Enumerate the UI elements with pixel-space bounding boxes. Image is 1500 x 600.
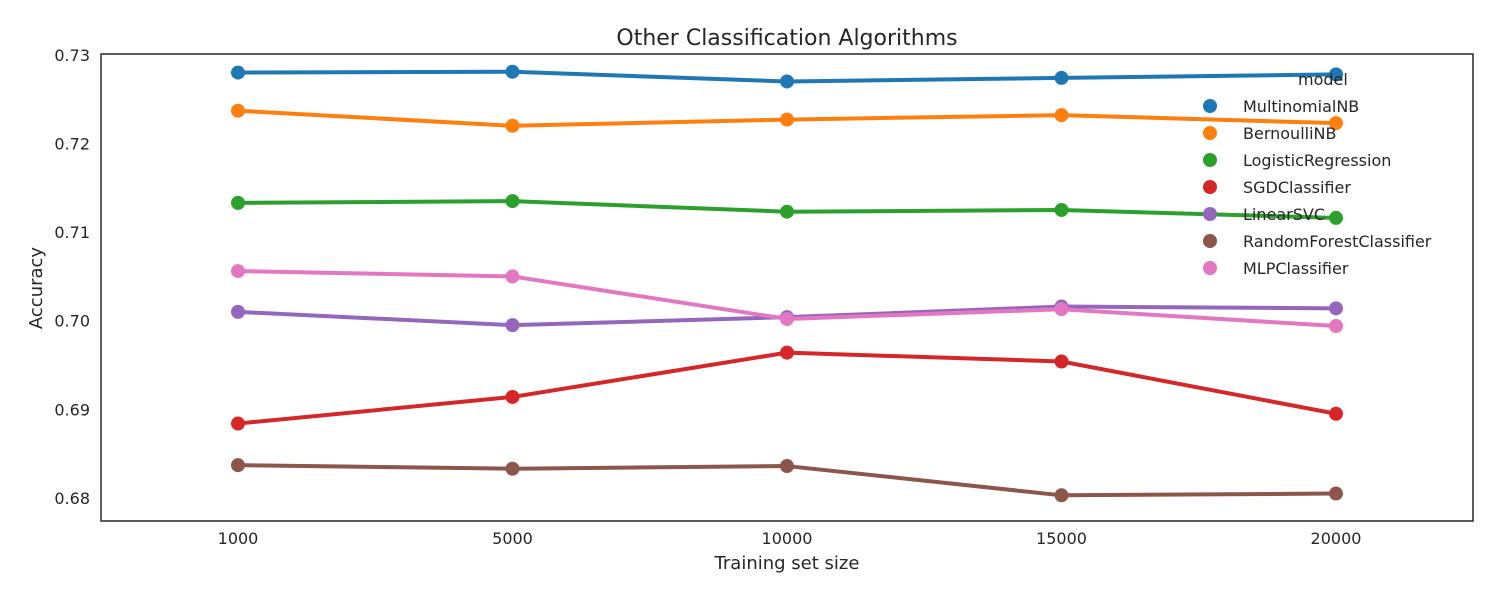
legend-item: SGDClassifier	[1203, 178, 1351, 197]
data-point	[1054, 70, 1069, 85]
y-tick-label: 0.69	[54, 400, 90, 419]
x-tick-label: 10000	[762, 529, 813, 548]
x-axis: 1000 5000 10000 15000 20000	[218, 529, 1362, 548]
data-point	[505, 64, 520, 79]
x-axis-label: Training set size	[714, 553, 860, 574]
x-tick-label: 20000	[1311, 529, 1362, 548]
data-point	[505, 318, 520, 333]
data-point	[1054, 202, 1069, 217]
x-tick-label: 15000	[1036, 529, 1087, 548]
y-axis: 0.68 0.69 0.70 0.71 0.72 0.73	[54, 46, 90, 508]
y-tick-label: 0.72	[54, 135, 90, 154]
legend-item: LinearSVC	[1203, 205, 1325, 224]
legend-title: model	[1298, 70, 1348, 89]
data-point	[780, 459, 794, 474]
legend-item: BernoulliNB	[1203, 124, 1336, 143]
data-point	[1329, 301, 1343, 316]
y-tick-label: 0.71	[54, 223, 90, 242]
data-point	[780, 311, 794, 326]
legend: model MultinomialNB BernoulliNB LogisticRe…	[1203, 70, 1432, 278]
data-point	[1054, 354, 1069, 369]
data-point	[1054, 302, 1069, 317]
data-point	[231, 458, 245, 473]
y-axis-label: Accuracy	[26, 247, 47, 330]
data-point	[231, 416, 245, 431]
data-point	[505, 461, 520, 476]
data-point	[231, 65, 245, 80]
data-point	[231, 264, 245, 279]
legend-label: MultinomialNB	[1243, 97, 1359, 116]
legend-marker	[1203, 180, 1217, 194]
data-point	[780, 74, 794, 89]
legend-marker	[1203, 126, 1217, 140]
data-point	[1054, 108, 1069, 123]
y-tick-label: 0.70	[54, 312, 90, 331]
data-point	[1329, 210, 1343, 225]
plot-area	[100, 53, 1474, 522]
data-point	[231, 195, 245, 210]
y-tick-label: 0.68	[54, 489, 90, 508]
legend-label: LogisticRegression	[1243, 151, 1391, 170]
series-MultinomialNB	[231, 64, 1343, 89]
legend-label: LinearSVC	[1243, 205, 1325, 224]
series-group	[231, 64, 1343, 503]
data-point	[231, 103, 245, 118]
series-RandomForestClassifier	[231, 458, 1343, 503]
legend-item: MultinomialNB	[1203, 97, 1359, 116]
series-BernoulliNB	[231, 103, 1343, 133]
data-point	[1329, 319, 1343, 334]
series-LogisticRegression	[231, 194, 1343, 225]
series-SGDClassifier	[231, 345, 1343, 431]
legend-marker	[1203, 234, 1217, 248]
data-point	[780, 345, 794, 360]
legend-marker	[1203, 261, 1217, 275]
legend-marker	[1203, 99, 1217, 113]
series-line	[236, 350, 1338, 426]
legend-label: SGDClassifier	[1243, 178, 1351, 197]
x-tick-label: 5000	[492, 529, 533, 548]
legend-item: RandomForestClassifier	[1203, 232, 1432, 251]
legend-label: BernoulliNB	[1243, 124, 1336, 143]
data-point	[780, 204, 794, 219]
data-point	[1329, 486, 1343, 501]
data-point	[1329, 406, 1343, 421]
data-point	[231, 304, 245, 319]
data-point	[780, 112, 794, 127]
y-tick-label: 0.73	[54, 46, 90, 65]
data-point	[1329, 67, 1343, 82]
legend-label: RandomForestClassifier	[1243, 232, 1432, 251]
legend-marker	[1203, 207, 1217, 221]
data-point	[505, 194, 520, 209]
legend-item: MLPClassifier	[1203, 259, 1349, 278]
legend-item: LogisticRegression	[1203, 151, 1391, 170]
data-point	[505, 269, 520, 284]
series-MLPClassifier	[231, 264, 1343, 334]
data-point	[1329, 116, 1343, 131]
legend-label: MLPClassifier	[1243, 259, 1349, 278]
data-point	[505, 118, 520, 133]
data-point	[1054, 488, 1069, 503]
chart-title: Other Classification Algorithms	[616, 26, 957, 51]
x-tick-label: 1000	[218, 529, 259, 548]
legend-marker	[1203, 153, 1217, 167]
data-point	[505, 389, 520, 404]
